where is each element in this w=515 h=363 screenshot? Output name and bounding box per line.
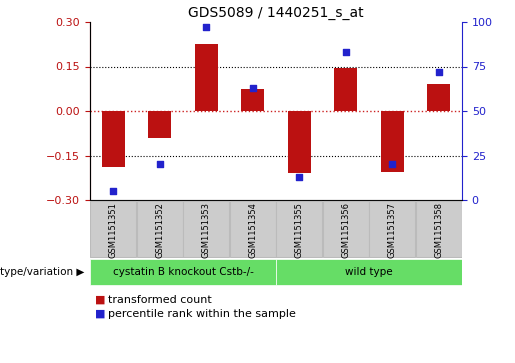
Bar <box>277 258 462 285</box>
Bar <box>277 201 322 257</box>
Bar <box>369 201 415 257</box>
Bar <box>91 258 276 285</box>
Bar <box>183 201 229 257</box>
Bar <box>195 44 218 111</box>
Point <box>295 174 303 180</box>
Bar <box>148 111 171 138</box>
Bar <box>230 201 276 257</box>
Bar <box>381 111 404 172</box>
Text: GSM1151357: GSM1151357 <box>388 202 397 258</box>
Text: genotype/variation ▶: genotype/variation ▶ <box>0 267 85 277</box>
Bar <box>427 84 451 111</box>
Point <box>388 162 397 167</box>
Point <box>341 49 350 55</box>
Text: GSM1151356: GSM1151356 <box>341 202 350 258</box>
Text: transformed count: transformed count <box>108 295 212 305</box>
Bar <box>287 111 311 173</box>
Text: GSM1151354: GSM1151354 <box>248 202 258 258</box>
Point <box>156 162 164 167</box>
Text: GSM1151352: GSM1151352 <box>155 202 164 258</box>
Text: ■: ■ <box>95 309 109 319</box>
Bar <box>334 68 357 111</box>
Bar <box>137 201 182 257</box>
Point <box>109 188 117 194</box>
Bar <box>241 89 264 111</box>
Text: GSM1151358: GSM1151358 <box>434 202 443 258</box>
Bar <box>323 201 369 257</box>
Bar <box>101 111 125 167</box>
Bar <box>91 201 136 257</box>
Text: GSM1151355: GSM1151355 <box>295 202 304 258</box>
Text: ■: ■ <box>95 295 109 305</box>
Point <box>202 24 210 30</box>
Text: cystatin B knockout Cstb-/-: cystatin B knockout Cstb-/- <box>113 267 253 277</box>
Point <box>435 69 443 75</box>
Text: wild type: wild type <box>346 267 393 277</box>
Text: GSM1151351: GSM1151351 <box>109 202 118 258</box>
Text: percentile rank within the sample: percentile rank within the sample <box>108 309 296 319</box>
Point <box>249 85 257 91</box>
Title: GDS5089 / 1440251_s_at: GDS5089 / 1440251_s_at <box>188 5 364 20</box>
Text: GSM1151353: GSM1151353 <box>202 202 211 258</box>
Bar <box>416 201 461 257</box>
